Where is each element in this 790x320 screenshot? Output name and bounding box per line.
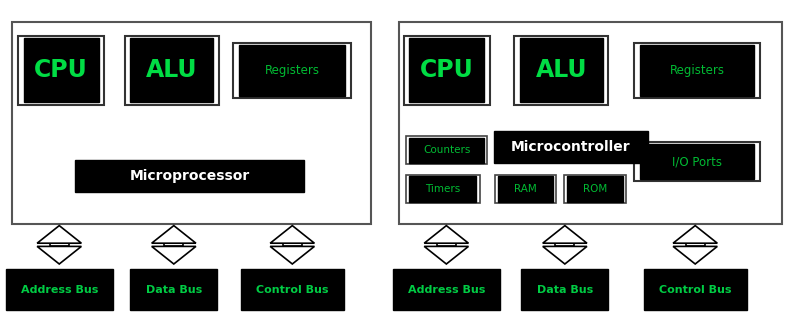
Bar bbox=[239, 45, 345, 96]
Bar bbox=[567, 176, 623, 202]
Bar bbox=[241, 269, 344, 310]
Bar bbox=[521, 269, 608, 310]
Bar bbox=[406, 175, 480, 203]
Bar bbox=[283, 243, 302, 246]
Bar bbox=[6, 269, 113, 310]
Text: Data Bus: Data Bus bbox=[536, 284, 593, 295]
Bar bbox=[640, 45, 754, 96]
Bar bbox=[520, 38, 603, 102]
Polygon shape bbox=[673, 246, 717, 264]
Bar bbox=[399, 22, 782, 224]
Polygon shape bbox=[270, 246, 314, 264]
Bar bbox=[393, 269, 499, 310]
Polygon shape bbox=[673, 226, 717, 243]
Text: I/O Ports: I/O Ports bbox=[672, 155, 722, 168]
Bar bbox=[634, 43, 760, 98]
Text: Control Bus: Control Bus bbox=[659, 284, 732, 295]
Bar bbox=[18, 36, 104, 105]
Text: ROM: ROM bbox=[583, 184, 607, 194]
Bar bbox=[564, 175, 626, 203]
Text: Address Bus: Address Bus bbox=[21, 284, 98, 295]
Text: RAM: RAM bbox=[514, 184, 536, 194]
Text: Control Bus: Control Bus bbox=[256, 284, 329, 295]
Text: ALU: ALU bbox=[536, 58, 587, 82]
Bar bbox=[130, 269, 217, 310]
Bar bbox=[634, 142, 760, 181]
Polygon shape bbox=[543, 226, 587, 243]
Polygon shape bbox=[424, 246, 468, 264]
Bar bbox=[494, 131, 648, 163]
Text: Registers: Registers bbox=[265, 64, 319, 77]
Text: Microcontroller: Microcontroller bbox=[511, 140, 630, 154]
Text: Counters: Counters bbox=[423, 145, 470, 156]
Bar bbox=[409, 176, 476, 202]
Bar bbox=[686, 243, 705, 246]
Bar bbox=[164, 243, 183, 246]
Polygon shape bbox=[37, 246, 81, 264]
Bar bbox=[644, 269, 747, 310]
Bar bbox=[495, 175, 556, 203]
Text: Address Bus: Address Bus bbox=[408, 284, 485, 295]
Text: CPU: CPU bbox=[419, 58, 474, 82]
Text: CPU: CPU bbox=[34, 58, 88, 82]
Bar bbox=[24, 38, 99, 102]
Bar bbox=[75, 160, 304, 192]
Bar bbox=[50, 243, 69, 246]
Polygon shape bbox=[152, 246, 196, 264]
Bar bbox=[406, 136, 487, 164]
Bar bbox=[498, 176, 553, 202]
Bar bbox=[12, 22, 371, 224]
Bar bbox=[125, 36, 219, 105]
Polygon shape bbox=[37, 226, 81, 243]
Bar bbox=[130, 38, 213, 102]
Text: Microprocessor: Microprocessor bbox=[130, 169, 250, 183]
Text: ALU: ALU bbox=[146, 58, 198, 82]
Bar bbox=[640, 144, 754, 179]
Bar bbox=[437, 243, 456, 246]
Bar bbox=[409, 38, 484, 102]
Polygon shape bbox=[543, 246, 587, 264]
Polygon shape bbox=[270, 226, 314, 243]
Bar bbox=[233, 43, 351, 98]
Text: Data Bus: Data Bus bbox=[145, 284, 202, 295]
Bar bbox=[514, 36, 608, 105]
Text: Registers: Registers bbox=[670, 64, 724, 77]
Polygon shape bbox=[152, 226, 196, 243]
Bar bbox=[404, 36, 490, 105]
Text: Timers: Timers bbox=[425, 184, 461, 194]
Bar bbox=[555, 243, 574, 246]
Polygon shape bbox=[424, 226, 468, 243]
Bar bbox=[409, 138, 484, 163]
